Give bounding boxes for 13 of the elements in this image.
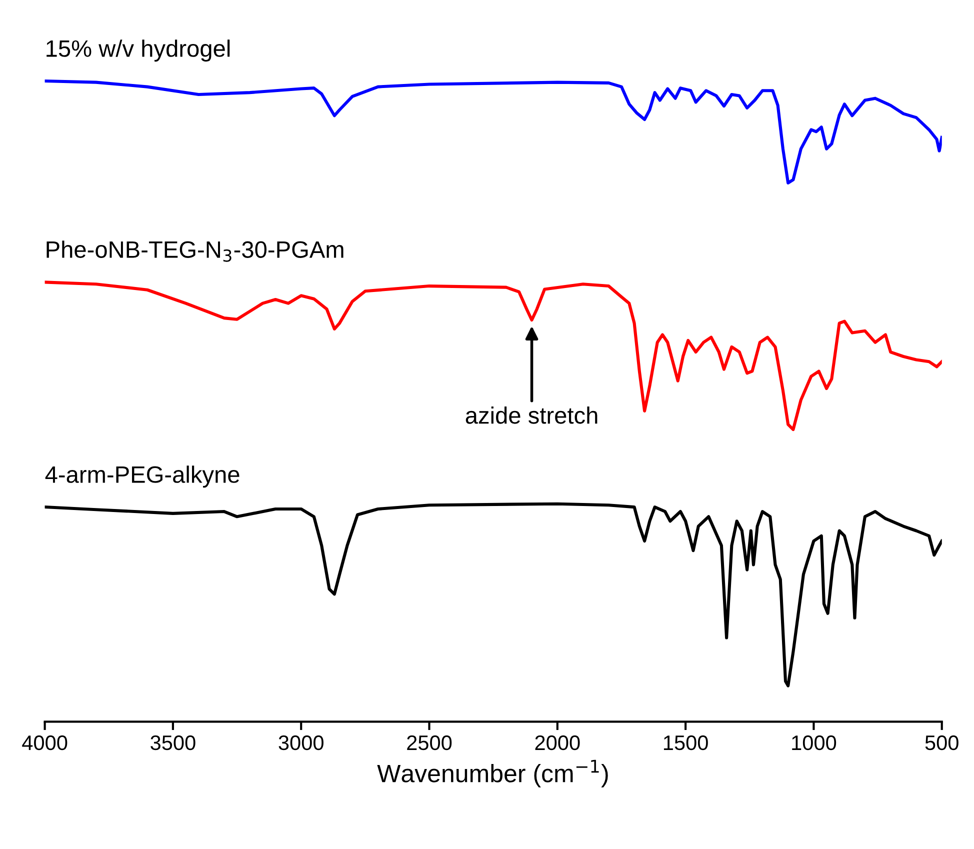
x-tick-label: 2500 (407, 735, 452, 750)
annotation: azide stretch (466, 406, 598, 424)
x-tick-label: 500 (925, 735, 958, 750)
x-tick-label: 2000 (535, 735, 580, 750)
x-tick-label: 1000 (792, 735, 836, 750)
series-label: 15% w/v hydrogel (46, 40, 230, 62)
x-tick-label: 3500 (150, 735, 196, 750)
x-tick-label: 3000 (278, 735, 324, 750)
series-label: 4-arm-PEG-alkyne (45, 466, 240, 488)
x-axis-title: Wavenumber (cm$^{−1}$) (377, 760, 608, 788)
series-label: Phe-oNB-TEG-N$_{3}$-30-PGAm (46, 240, 344, 262)
x-tick-label: 4000 (22, 735, 68, 750)
x-tick-label: 1500 (664, 735, 708, 750)
